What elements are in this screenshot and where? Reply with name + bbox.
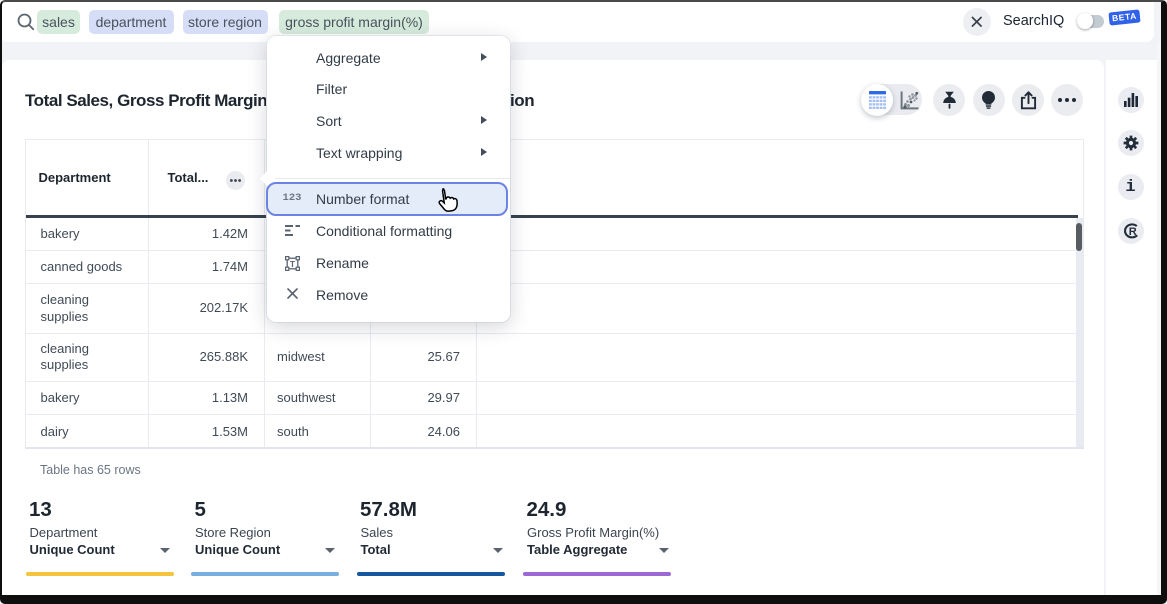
svg-text:R: R: [1128, 226, 1136, 238]
svg-text:T: T: [289, 259, 295, 269]
